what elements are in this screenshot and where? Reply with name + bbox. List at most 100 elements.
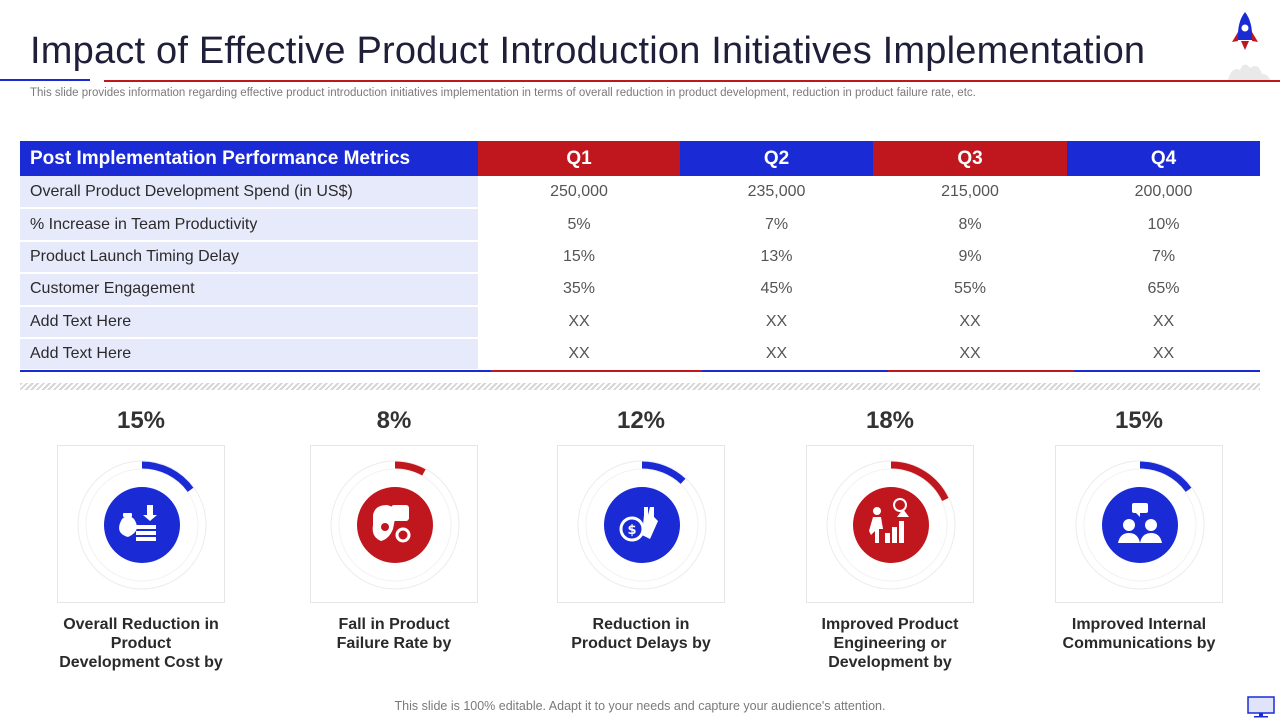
caption-line: Development by [828, 654, 952, 671]
row-label: % Increase in Team Productivity [20, 208, 478, 242]
table-row: Add Text Here XX XX XX XX [20, 305, 1260, 339]
kpi-card [806, 445, 974, 603]
table-cell: 250,000 [478, 176, 680, 209]
slide-title: Impact of Effective Product Introduction… [30, 30, 1146, 72]
progress-arc [578, 461, 706, 589]
kpi-percent: 18% [865, 407, 915, 434]
kpi-caption: Overall Reduction in Product Development… [31, 615, 251, 672]
table-cell: 65% [1067, 273, 1260, 307]
icon-disc [853, 487, 929, 563]
table-cell: 45% [680, 273, 873, 307]
thumbs-down-icon [372, 505, 411, 543]
table-cell: XX [1067, 305, 1260, 339]
kpi-communications: 15% Improved Internal Communications by [1029, 405, 1249, 653]
title-rule-blue [0, 79, 90, 81]
kpi-dev-cost: 15% Overall Reduction in Product Develop… [31, 405, 251, 672]
table-cell: XX [478, 305, 680, 339]
table-bottom-rule [20, 370, 1260, 372]
coin-hand-icon: $ [619, 507, 658, 542]
kpi-gauge [826, 460, 956, 590]
table-cell: XX [1067, 337, 1260, 371]
table-row: Product Launch Timing Delay 15% 13% 9% 7… [20, 240, 1260, 275]
table-cell: 5% [478, 208, 680, 242]
table-cell: XX [478, 337, 680, 371]
row-label: Overall Product Development Spend (in US… [20, 176, 478, 210]
table-cell: 10% [1067, 208, 1260, 242]
table-cell: 215,000 [873, 176, 1067, 209]
quarter-header: Q1 [478, 141, 680, 176]
title-rule-red [104, 80, 1280, 82]
kpi-card [310, 445, 478, 603]
row-label: Customer Engagement [20, 273, 478, 307]
quarter-header: Q3 [873, 141, 1067, 176]
kpi-gauge: $ [577, 460, 707, 590]
row-label: Add Text Here [20, 337, 478, 372]
table-cell: 7% [1067, 240, 1260, 274]
slide-subtitle: This slide provides information regardin… [30, 87, 976, 99]
slide-footer: This slide is 100% editable. Adapt it to… [394, 699, 886, 713]
progress-arc [331, 461, 459, 589]
hatched-divider [20, 383, 1260, 390]
kpi-caption: Fall in Product Failure Rate by [284, 615, 504, 653]
kpi-card [1055, 445, 1223, 603]
table-cell: 55% [873, 273, 1067, 307]
growth-person-icon [869, 498, 909, 543]
table-cell: 13% [680, 240, 873, 274]
caption-line: Product Delays by [571, 635, 711, 652]
table-cell: 7% [680, 208, 873, 242]
progress-arc [1076, 461, 1204, 589]
kpi-engineering: 18% Improved Product Engineering or Deve… [780, 405, 1000, 672]
table-cell: 235,000 [680, 176, 873, 209]
kpi-percent: 15% [1114, 407, 1164, 434]
money-bag-icon [119, 505, 157, 541]
metrics-table: Post Implementation Performance Metrics … [20, 141, 1260, 372]
table-cell: XX [680, 337, 873, 371]
table-cell: XX [680, 305, 873, 339]
kpi-percent: 15% [116, 407, 166, 434]
kpi-delays: 12% $ Reduction in Product Delays by [531, 405, 751, 653]
row-label: Add Text Here [20, 305, 478, 339]
kpi-gauge [77, 460, 207, 590]
kpi-gauge [330, 460, 460, 590]
icon-disc [1102, 487, 1178, 563]
caption-line: Fall in Product [338, 616, 450, 633]
kpi-card: $ [557, 445, 725, 603]
caption-line: Engineering or [833, 635, 947, 652]
table-header-row: Post Implementation Performance Metrics … [20, 141, 1260, 176]
metrics-column-header: Post Implementation Performance Metrics [20, 141, 478, 176]
kpi-percent: 8% [376, 407, 412, 434]
table-row: % Increase in Team Productivity 5% 7% 8%… [20, 208, 1260, 242]
progress-arc [78, 461, 206, 589]
caption-line: Improved Internal [1071, 616, 1207, 633]
presentation-screen-icon [1247, 696, 1275, 718]
quarter-header: Q2 [680, 141, 873, 176]
svg-text:$: $ [627, 523, 636, 538]
kpi-failure-rate: 8% Fall in Product Failure Rate by [284, 405, 504, 653]
caption-line: Failure Rate by [336, 635, 452, 652]
table-row: Add Text Here XX XX XX XX [20, 337, 1260, 372]
caption-line: Overall Reduction in Product [63, 616, 219, 652]
team-communication-icon [1118, 503, 1162, 543]
kpi-caption: Improved Internal Communications by [1029, 615, 1249, 653]
table-cell: XX [873, 305, 1067, 339]
quarter-header: Q4 [1067, 141, 1260, 176]
caption-line: Improved Product [821, 616, 959, 633]
kpi-card [57, 445, 225, 603]
table-cell: 8% [873, 208, 1067, 242]
progress-arc [827, 461, 955, 589]
kpi-caption: Improved Product Engineering or Developm… [780, 615, 1000, 672]
rocket-icon [1228, 12, 1270, 80]
caption-line: Development Cost by [59, 654, 223, 671]
table-cell: 9% [873, 240, 1067, 274]
table-row: Overall Product Development Spend (in US… [20, 176, 1260, 210]
row-label: Product Launch Timing Delay [20, 240, 478, 275]
kpi-gauge [1075, 460, 1205, 590]
icon-disc [357, 487, 433, 563]
kpi-caption: Reduction in Product Delays by [531, 615, 751, 653]
table-cell: XX [873, 337, 1067, 371]
table-row: Customer Engagement 35% 45% 55% 65% [20, 273, 1260, 307]
caption-line: Communications by [1062, 635, 1216, 652]
table-cell: 200,000 [1067, 176, 1260, 209]
table-cell: 15% [478, 240, 680, 274]
caption-line: Reduction in [592, 616, 690, 633]
